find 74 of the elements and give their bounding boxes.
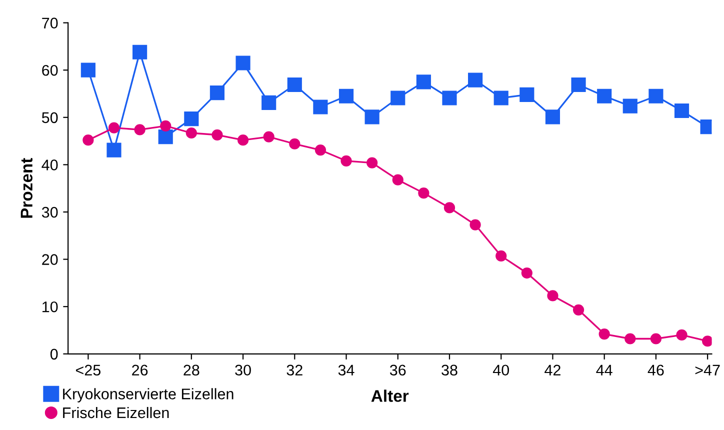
point	[598, 328, 610, 340]
point	[132, 44, 148, 60]
point	[364, 110, 380, 124]
point	[390, 90, 406, 106]
point	[418, 188, 430, 199]
x-axis-title: Alter	[371, 390, 409, 402]
x-tick-label: 44	[596, 364, 612, 376]
point	[470, 219, 481, 230]
x-tick-label: 42	[544, 364, 560, 376]
x-tick-label: 36	[390, 364, 406, 376]
x-tick-label: 46	[648, 364, 664, 376]
point	[237, 134, 249, 146]
y-tick-label: 20	[42, 254, 58, 265]
point	[392, 174, 404, 186]
point	[210, 86, 225, 100]
point	[80, 62, 96, 78]
point	[314, 144, 326, 156]
y-tick-label: 40	[42, 160, 58, 170]
point	[289, 138, 300, 150]
point	[106, 142, 122, 158]
point	[622, 98, 638, 114]
point	[597, 88, 612, 104]
point	[520, 87, 534, 102]
point	[648, 88, 664, 104]
point	[444, 202, 456, 214]
point	[212, 129, 223, 140]
point	[571, 77, 586, 92]
point	[313, 100, 328, 114]
x-tick-label: 38	[442, 364, 458, 376]
point	[702, 336, 712, 347]
point	[650, 333, 662, 344]
point	[338, 88, 354, 104]
y-tick-label: 10	[42, 301, 58, 312]
x-tick-label: 40	[492, 364, 510, 376]
point	[186, 127, 197, 139]
x-tick-label: 28	[184, 364, 200, 376]
y-tick-label: 60	[42, 64, 58, 76]
point	[496, 250, 507, 262]
x-tick-label: >47	[695, 364, 720, 376]
legend-label: Frische Eizellen	[63, 406, 169, 418]
y-tick-label: 0	[50, 348, 58, 360]
y-axis-title: Prozent	[20, 158, 32, 218]
point	[572, 304, 584, 316]
point	[262, 95, 276, 110]
point	[134, 124, 146, 136]
x-tick-label: 32	[286, 364, 302, 376]
x-tick-label: 26	[132, 364, 148, 376]
point	[108, 122, 120, 134]
legend-label: Kryokonservierte Eizellen	[63, 388, 234, 402]
point	[184, 112, 199, 126]
x-tick-label: <25	[76, 364, 101, 376]
point	[82, 134, 94, 146]
y-tick-label: 30	[42, 206, 58, 218]
point	[263, 131, 274, 142]
point	[236, 56, 250, 70]
point	[158, 129, 173, 144]
point	[160, 120, 172, 132]
y-tick-label: 50	[42, 112, 58, 124]
point	[521, 267, 532, 279]
point	[340, 155, 352, 166]
point	[442, 90, 457, 106]
point	[494, 90, 508, 106]
point	[674, 103, 690, 118]
point	[416, 74, 431, 90]
point	[545, 110, 560, 124]
point	[547, 290, 558, 302]
x-tick-label: 30	[235, 364, 251, 376]
point	[468, 72, 483, 88]
point	[366, 157, 378, 168]
y-tick-label: 70	[42, 18, 58, 28]
point	[676, 329, 688, 341]
x-tick-label: 34	[338, 364, 354, 376]
point	[287, 77, 302, 92]
point	[624, 333, 636, 344]
